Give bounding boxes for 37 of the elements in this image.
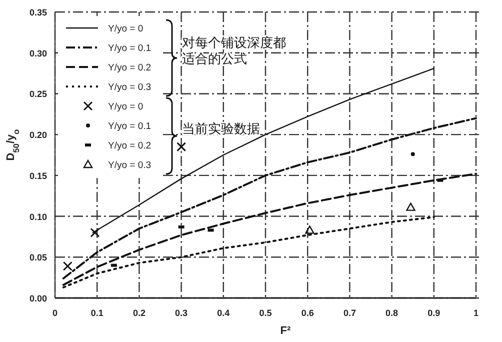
y-tick-label: 0.15 — [29, 170, 47, 181]
annotation: 对每个铺设深度都适合的公式 — [182, 35, 286, 67]
x-tick-label: 0.5 — [259, 308, 272, 318]
point — [62, 261, 72, 271]
legend-label: Y/yo = 0 — [108, 102, 144, 112]
point — [406, 202, 416, 211]
x-tick-label: 0.9 — [428, 308, 440, 318]
y-tick-label: 0.30 — [29, 48, 47, 58]
x-tick-label: 0.2 — [132, 308, 146, 318]
x-tick-label: 0.6 — [301, 308, 314, 318]
line-series — [62, 117, 477, 280]
x-tick-label: 0.4 — [217, 308, 230, 318]
y-tick-label: 0.05 — [29, 252, 47, 263]
x-tick-label: 0.1 — [90, 308, 104, 318]
point — [305, 226, 314, 234]
y-tick-label: 0.25 — [29, 89, 47, 100]
y-tick-label: 0.35 — [29, 8, 47, 18]
x-tick-label: 0.7 — [343, 308, 356, 318]
legend-label: Y/yo = 0.2 — [108, 62, 152, 74]
y-tick-label: 0.10 — [29, 212, 47, 222]
legend-label: Y/yo = 0.3 — [108, 82, 152, 93]
legend-label: Y/yo = 0.1 — [108, 43, 152, 54]
legend-label: Y/yo = 0.3 — [108, 160, 152, 171]
point — [90, 228, 100, 238]
legend-label: Y/yo = 0.1 — [108, 121, 152, 132]
point — [176, 142, 186, 152]
x-tick-label: 1 — [473, 308, 479, 318]
x-tick-label: 0.3 — [175, 308, 188, 318]
y-tick-label: 0.20 — [29, 130, 47, 140]
x-tick-label: 0.8 — [386, 308, 398, 318]
x-axis-title: F² — [280, 325, 292, 337]
legend-label: Y/yo = 0 — [108, 24, 144, 34]
legend-label: Y/yo = 0.2 — [108, 140, 152, 152]
point — [410, 152, 415, 156]
x-tick-label: 0 — [52, 308, 58, 318]
y-tick-label: 0.00 — [29, 294, 47, 304]
annotation: 当前实验数据 — [182, 122, 260, 137]
